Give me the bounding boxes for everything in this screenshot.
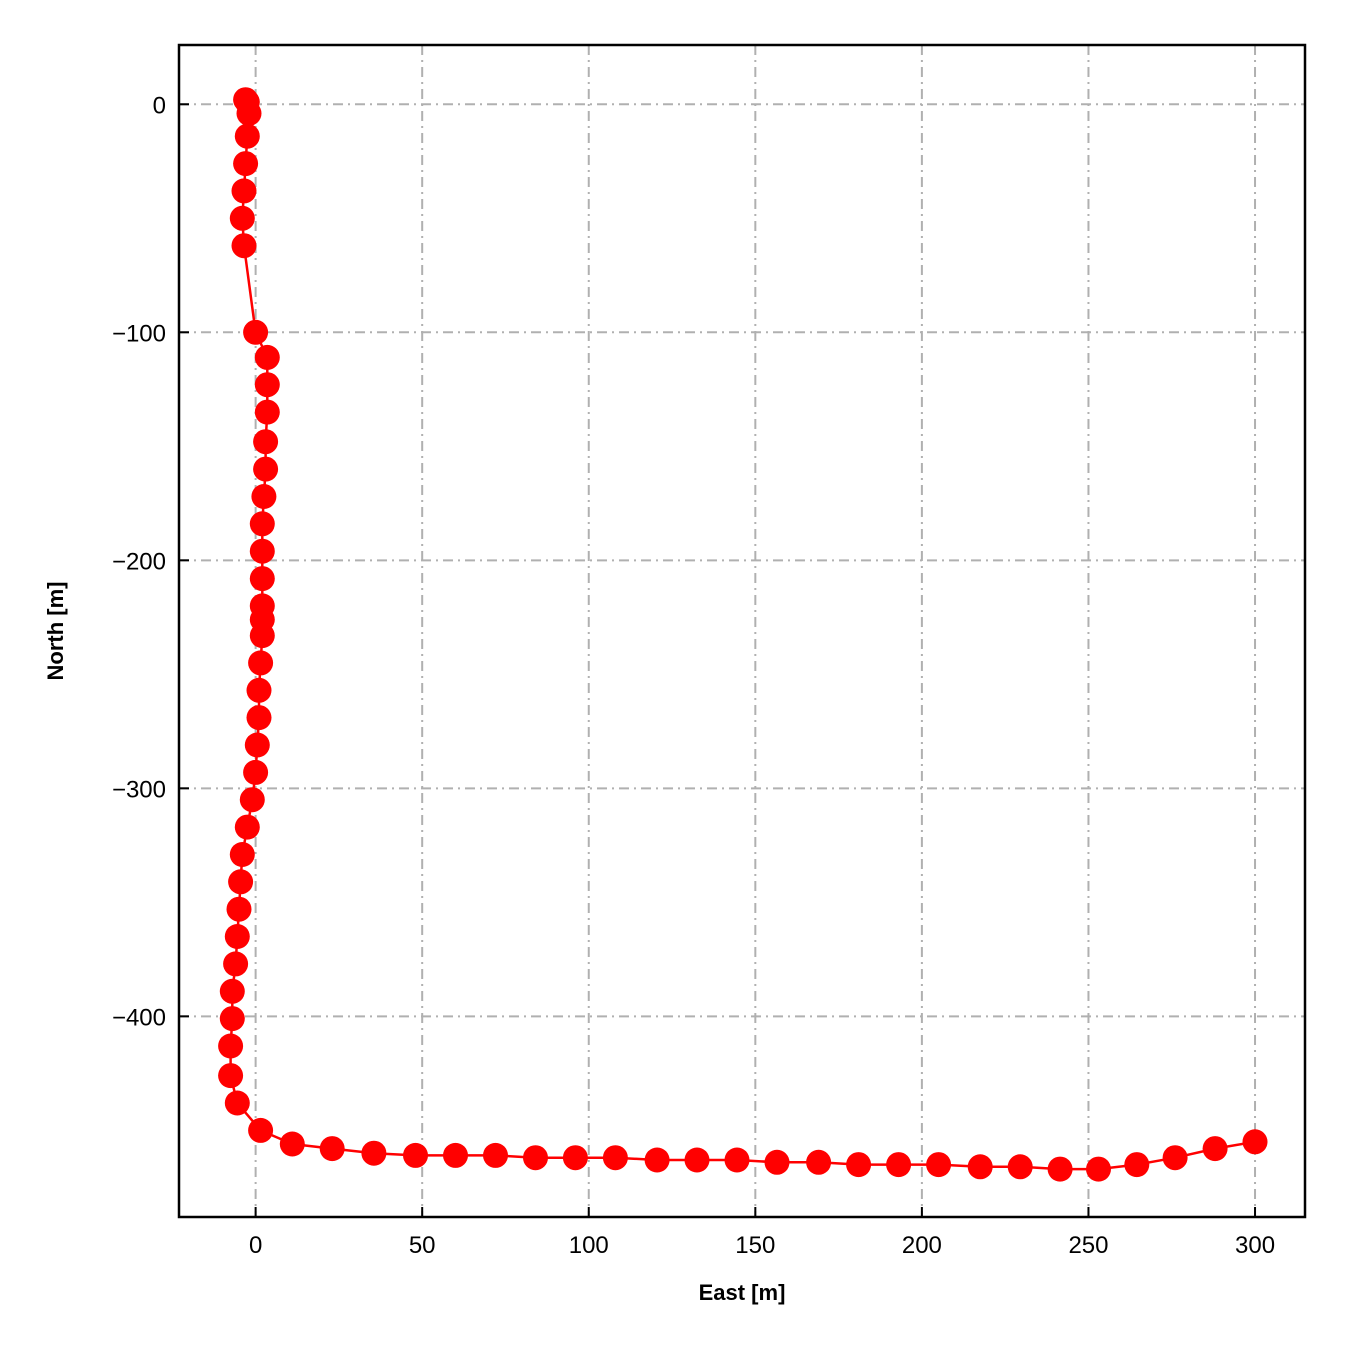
data-point (254, 372, 280, 398)
data-point (764, 1149, 790, 1175)
data-point (224, 924, 250, 949)
data-point (644, 1147, 670, 1173)
y-tick-label: −300 (112, 776, 166, 803)
data-point (218, 1063, 244, 1089)
data-point (229, 205, 255, 231)
x-tick-label: 100 (569, 1232, 609, 1259)
data-point (443, 1142, 468, 1168)
data-point (233, 151, 259, 177)
data-point (254, 399, 280, 425)
data-point (249, 566, 275, 592)
y-tick-label: −100 (112, 320, 166, 347)
data-point (249, 511, 275, 537)
data-point (319, 1136, 345, 1162)
x-tick-label: 0 (249, 1232, 262, 1259)
data-point (926, 1152, 952, 1178)
data-point (253, 429, 279, 455)
data-point (602, 1145, 628, 1171)
data-point (243, 759, 269, 785)
data-point (846, 1152, 872, 1178)
y-tick-label: 0 (153, 92, 166, 119)
data-point (239, 787, 265, 813)
data-point (1124, 1152, 1150, 1178)
series-layer (218, 87, 1268, 1182)
data-point (228, 869, 254, 895)
y-tick-label: −400 (112, 1004, 166, 1031)
data-point (231, 233, 257, 259)
data-point (219, 1006, 245, 1032)
x-tick-label: 200 (902, 1232, 942, 1259)
data-point (251, 484, 277, 509)
data-point (806, 1149, 832, 1175)
series-line (229, 98, 1256, 1171)
data-point (483, 1142, 508, 1168)
data-point (1242, 1129, 1268, 1155)
data-point (361, 1140, 387, 1166)
data-point (243, 319, 269, 345)
data-point (562, 1145, 588, 1171)
data-point (226, 896, 252, 922)
data-point (253, 456, 279, 482)
y-axis-label: North [m] (43, 582, 68, 681)
data-point (218, 1033, 244, 1059)
data-point (967, 1154, 993, 1180)
data-point (229, 842, 255, 867)
data-point (219, 978, 245, 1004)
grid-lines (179, 45, 1305, 1217)
data-point (279, 1131, 305, 1157)
data-point (1162, 1145, 1188, 1171)
data-point (886, 1152, 912, 1178)
data-point (1047, 1156, 1073, 1182)
y-tick-label: −200 (112, 548, 166, 575)
x-tick-label: 150 (735, 1232, 775, 1259)
data-point (249, 538, 275, 564)
data-point (523, 1145, 548, 1171)
data-point (403, 1142, 428, 1168)
data-point (234, 814, 260, 840)
data-point (231, 178, 257, 204)
data-point (254, 344, 280, 370)
data-point (1007, 1154, 1033, 1180)
axis-ticks: 0 50 100 150 200 250 300 0 −100 −200 −300 −400 (112, 92, 1275, 1259)
x-tick-label: 50 (409, 1232, 436, 1259)
data-point (246, 705, 272, 731)
data-point (224, 1090, 250, 1116)
data-point (1086, 1156, 1111, 1182)
data-point (724, 1147, 750, 1173)
data-point (234, 123, 260, 149)
data-point (223, 951, 249, 977)
x-tick-label: 300 (1235, 1232, 1275, 1259)
data-point (1202, 1136, 1228, 1162)
data-point (248, 650, 274, 676)
data-point (236, 100, 262, 126)
data-point (249, 623, 275, 649)
data-point (248, 1117, 274, 1143)
x-tick-label: 250 (1068, 1232, 1108, 1259)
x-axis-label: East [m] (699, 1280, 786, 1305)
data-point (244, 732, 270, 758)
data-point (684, 1147, 710, 1173)
plot-frame (177, 43, 1307, 1219)
data-point (246, 677, 272, 703)
